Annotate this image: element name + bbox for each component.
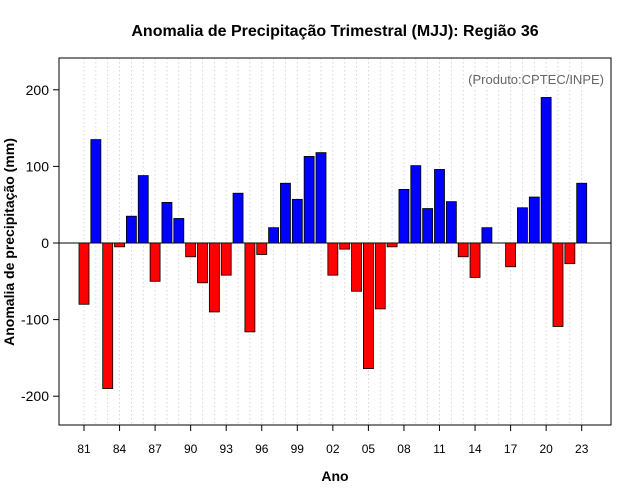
bar-2015 <box>481 227 493 244</box>
x-tick-label: 05 <box>362 442 376 456</box>
bar-1993 <box>220 242 232 276</box>
bar-2017 <box>505 242 517 268</box>
bar-1986 <box>137 175 149 244</box>
bar-2013 <box>457 242 469 258</box>
x-tick-label: 20 <box>539 442 553 456</box>
y-tick-label: -200 <box>21 388 49 404</box>
x-tick-label: 02 <box>326 442 340 456</box>
x-tick-label: 14 <box>468 442 482 456</box>
bar-2021 <box>552 242 564 327</box>
bar-2018 <box>517 207 528 244</box>
bar-1998 <box>280 182 291 244</box>
bar-1996 <box>256 242 268 255</box>
x-tick-label: 08 <box>397 442 411 456</box>
x-axis-label: Ano <box>321 468 348 484</box>
bar-2002 <box>327 242 339 276</box>
bar-2022 <box>564 242 576 265</box>
plot-frame <box>58 57 612 426</box>
y-tick-label: 100 <box>26 158 50 174</box>
bar-2003 <box>339 242 351 250</box>
bar-1982 <box>90 139 102 244</box>
bar-2019 <box>528 196 540 244</box>
x-tick-label: 87 <box>148 442 162 456</box>
bar-2023 <box>576 182 588 244</box>
bars <box>78 97 588 389</box>
bar-2008 <box>398 188 410 244</box>
y-axis: -200 -100 0 100 200 <box>21 82 59 404</box>
bar-2000 <box>303 156 315 244</box>
chart-title: Anomalia de Precipitação Trimestral (MJJ… <box>131 23 538 40</box>
y-tick-label: 0 <box>41 235 49 251</box>
bar-1999 <box>291 198 303 244</box>
bar-1988 <box>161 201 173 244</box>
bar-1984 <box>114 242 125 248</box>
bar-1983 <box>102 242 114 389</box>
x-axis: 81 84 87 90 93 96 99 02 05 08 11 14 17 20 23 <box>77 425 589 456</box>
y-tick-label: 200 <box>26 82 50 98</box>
bar-1997 <box>268 227 280 244</box>
x-tick-label: 93 <box>220 442 234 456</box>
bar-2004 <box>351 242 362 292</box>
y-axis-label: Anomalia de precipitação (mm) <box>1 138 17 346</box>
x-tick-label: 96 <box>255 442 269 456</box>
bar-1990 <box>185 242 197 258</box>
bar-2001 <box>315 152 327 244</box>
x-tick-label: 11 <box>433 442 446 456</box>
bar-2012 <box>445 201 457 244</box>
bar-2005 <box>362 242 374 370</box>
grid <box>83 58 583 425</box>
bar-2006 <box>374 242 386 310</box>
bar-1992 <box>208 242 220 313</box>
bar-1995 <box>244 242 256 333</box>
x-tick-label: 90 <box>184 442 198 456</box>
bar-2010 <box>422 208 434 244</box>
x-tick-label: 81 <box>77 442 91 456</box>
x-tick-label: 84 <box>113 442 127 456</box>
bar-2009 <box>410 165 422 244</box>
x-tick-label: 99 <box>291 442 305 456</box>
x-tick-label: 23 <box>575 442 589 456</box>
bar-2020 <box>540 97 552 244</box>
bar-1991 <box>197 242 208 284</box>
bar-2011 <box>434 169 445 244</box>
bar-1989 <box>173 218 185 244</box>
x-tick-label: 17 <box>504 442 518 456</box>
y-tick-label: -100 <box>21 312 49 328</box>
bar-2014 <box>469 242 481 278</box>
bar-1994 <box>232 192 244 244</box>
bar-1985 <box>126 215 137 244</box>
bar-2007 <box>386 242 398 248</box>
credit-annotation: (Produto:CPTEC/INPE) <box>468 72 604 87</box>
bar-1987 <box>149 242 161 282</box>
bar-1981 <box>78 242 90 305</box>
